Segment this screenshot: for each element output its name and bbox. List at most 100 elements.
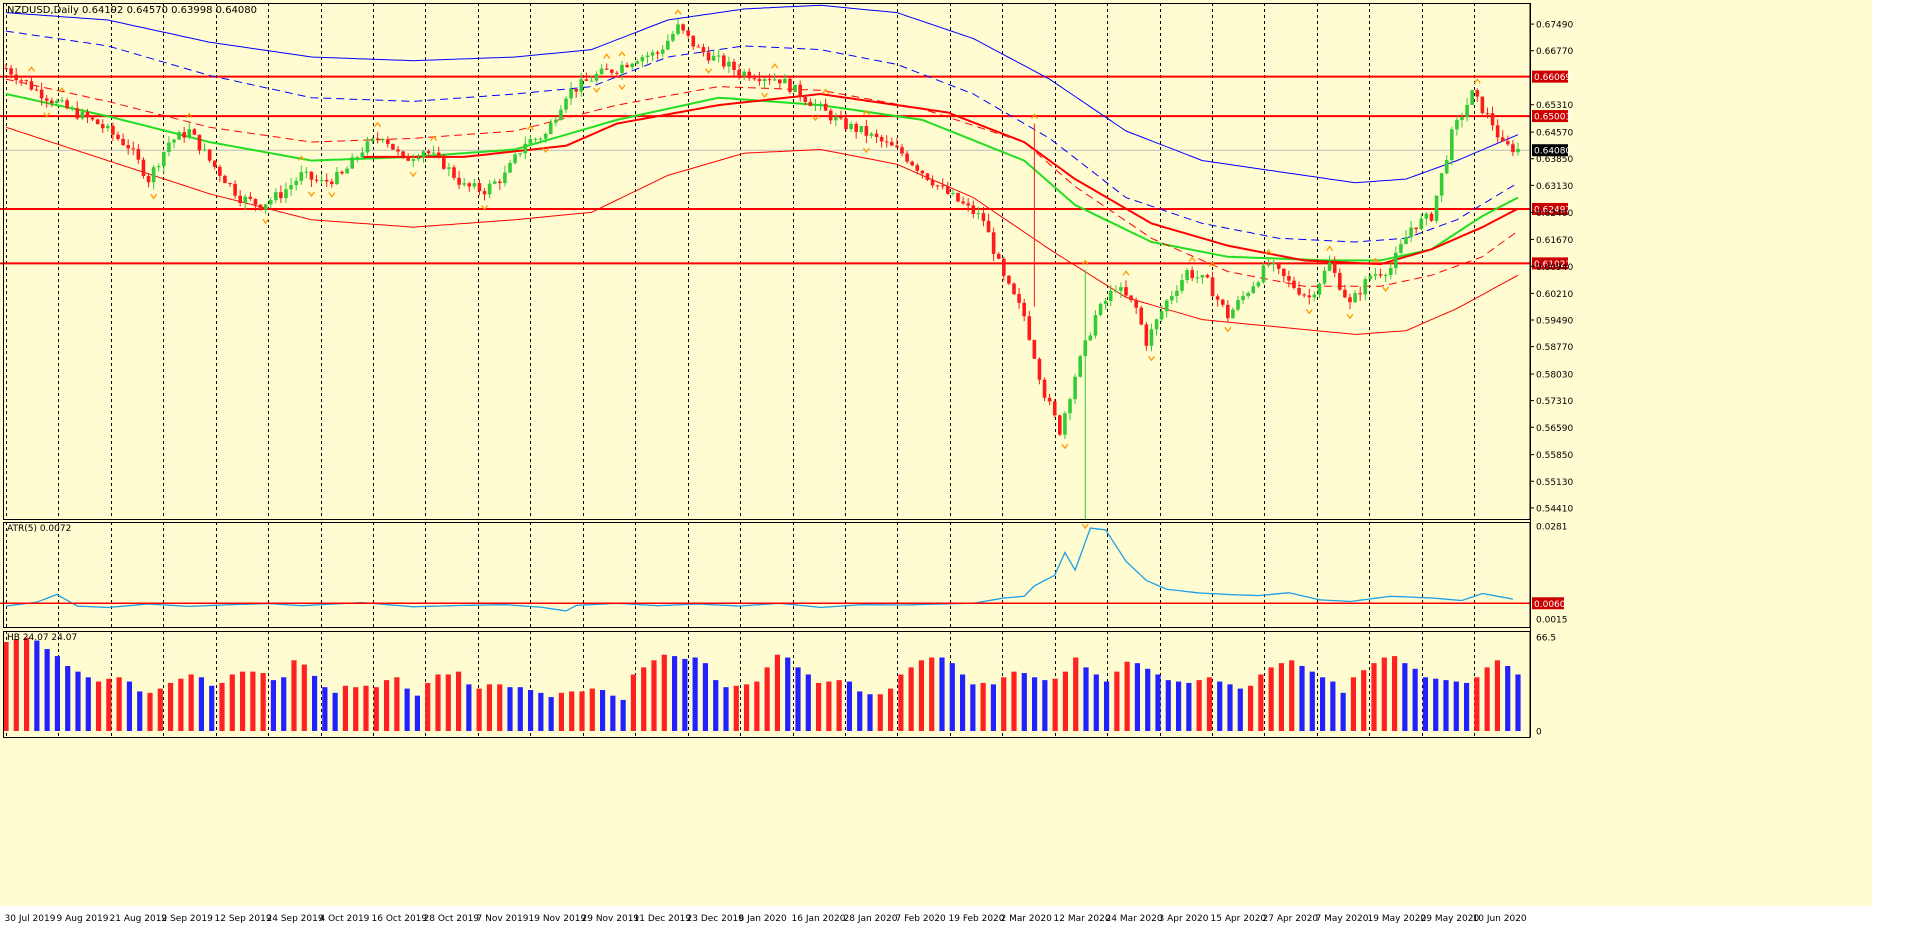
candle-body[interactable] [131,148,136,150]
histogram-bar[interactable] [959,674,966,731]
histogram-bar[interactable] [558,692,565,731]
candle-body[interactable] [778,79,782,84]
candle-body[interactable] [1434,195,1439,221]
histogram-bar[interactable] [1412,668,1418,731]
candle-body[interactable] [1480,96,1485,114]
candle-body[interactable] [436,152,441,156]
candle-body[interactable] [34,89,39,91]
histogram-bar[interactable] [311,675,318,731]
histogram-bar[interactable] [1319,677,1326,731]
histogram-bar[interactable] [723,687,729,731]
candle-body[interactable] [503,172,507,184]
candle-body[interactable] [635,61,640,64]
candle-body[interactable] [492,181,497,184]
histogram-bar[interactable] [383,680,390,731]
candle-body[interactable] [477,183,482,192]
histogram-bar[interactable] [229,674,235,731]
candle-body[interactable] [1042,379,1047,398]
histogram-bar[interactable] [1165,680,1171,731]
candle-body[interactable] [523,143,528,154]
candle-body[interactable] [309,171,314,180]
candle-body[interactable] [681,24,685,31]
histogram-bar[interactable] [569,691,575,731]
candle-body[interactable] [442,155,446,169]
candle-body[interactable] [589,80,594,82]
candle-body[interactable] [930,179,935,186]
candle-body[interactable] [1495,125,1500,138]
candle-body[interactable] [416,157,421,160]
candle-body[interactable] [559,109,563,120]
candle-body[interactable] [1271,263,1276,265]
candle-body[interactable] [900,147,904,154]
candle-body[interactable] [599,68,604,75]
histogram-bar[interactable] [1237,688,1243,731]
candle-body[interactable] [1439,173,1444,196]
histogram-bar[interactable] [363,685,369,731]
histogram-bar[interactable] [990,684,997,731]
candle-body[interactable] [971,205,976,214]
histogram-bar[interactable] [1391,656,1398,731]
candle-body[interactable] [462,183,466,185]
histogram-bar[interactable] [795,667,801,731]
candle-body[interactable] [1032,339,1037,359]
histogram-bar[interactable] [44,649,50,731]
price-level-tag[interactable] [1532,257,1568,270]
candle-body[interactable] [1195,277,1200,279]
candle-body[interactable] [1465,104,1469,118]
candle-body[interactable] [762,79,767,82]
histogram-bar[interactable] [1011,671,1017,731]
candle-body[interactable] [793,84,797,92]
histogram-bar[interactable] [239,671,246,731]
histogram-panel[interactable]: 66.50 [3,634,1556,738]
histogram-bar[interactable] [671,656,678,731]
histogram-bar[interactable] [887,688,894,731]
histogram-bar[interactable] [692,657,698,731]
candle-body[interactable] [197,134,202,151]
candle-body[interactable] [1317,283,1322,295]
histogram-bar[interactable] [198,677,205,731]
candle-body[interactable] [956,193,960,202]
candle-body[interactable] [554,119,558,123]
histogram-bar[interactable] [1247,685,1254,731]
candle-body[interactable] [1185,270,1189,281]
candle-body[interactable] [228,183,232,185]
histogram-bar[interactable] [3,641,9,731]
histogram-bar[interactable] [167,682,174,731]
candle-body[interactable] [1460,117,1464,120]
histogram-bar[interactable] [1299,665,1305,731]
candle-body[interactable] [360,152,365,158]
candle-body[interactable] [1409,227,1413,238]
histogram-bar[interactable] [1062,671,1069,731]
histogram-bar[interactable] [1217,681,1223,731]
histogram-bar[interactable] [23,637,30,731]
histogram-bar[interactable] [517,687,523,731]
candle-body[interactable] [50,100,54,103]
candle-body[interactable] [238,195,242,204]
histogram-bar[interactable] [857,691,863,731]
candle-body[interactable] [406,156,410,161]
histogram-bar[interactable] [209,685,215,731]
candle-body[interactable] [304,171,309,173]
candle-body[interactable] [676,24,680,34]
candle-body[interactable] [1078,356,1082,377]
histogram-bar[interactable] [743,684,750,731]
histogram-bar[interactable] [301,664,307,731]
candle-body[interactable] [1353,293,1357,303]
candle-body[interactable] [146,176,151,183]
histogram-bar[interactable] [455,671,462,731]
candle-body[interactable] [14,74,18,81]
candle-body[interactable] [1083,340,1088,357]
histogram-bar[interactable] [373,687,379,731]
histogram-bar[interactable] [1042,680,1048,731]
candle-body[interactable] [711,55,716,61]
candle-body[interactable] [289,185,293,190]
candle-body[interactable] [660,49,665,54]
candle-body[interactable] [935,185,940,187]
histogram-bar[interactable] [260,673,266,731]
histogram-bar[interactable] [1021,673,1027,731]
histogram-bar[interactable] [1289,660,1295,731]
histogram-bar[interactable] [1433,678,1439,731]
histogram-bar[interactable] [949,663,955,731]
histogram-bar[interactable] [1309,671,1315,731]
candle-body[interactable] [95,119,100,125]
